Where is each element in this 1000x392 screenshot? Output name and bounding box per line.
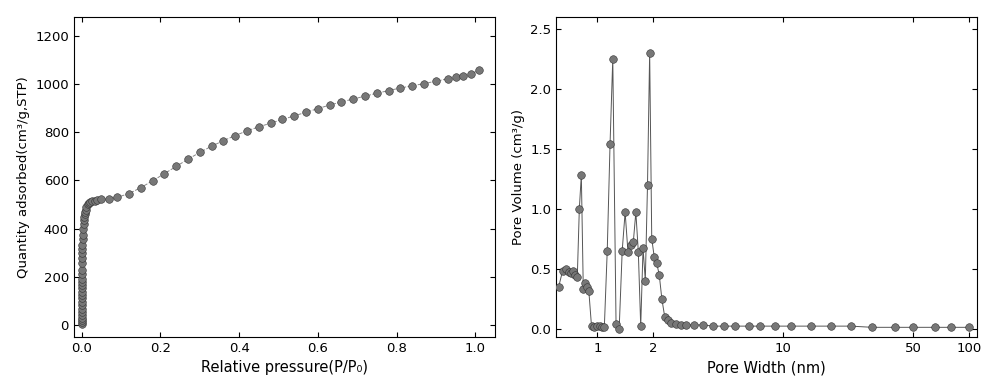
- X-axis label: Relative pressure(P/P₀): Relative pressure(P/P₀): [201, 360, 368, 375]
- X-axis label: Pore Width (nm): Pore Width (nm): [707, 360, 826, 375]
- Y-axis label: Pore Volume (cm³/g): Pore Volume (cm³/g): [512, 109, 525, 245]
- Y-axis label: Quantity adsorbed(cm³/g,STP): Quantity adsorbed(cm³/g,STP): [17, 76, 30, 278]
